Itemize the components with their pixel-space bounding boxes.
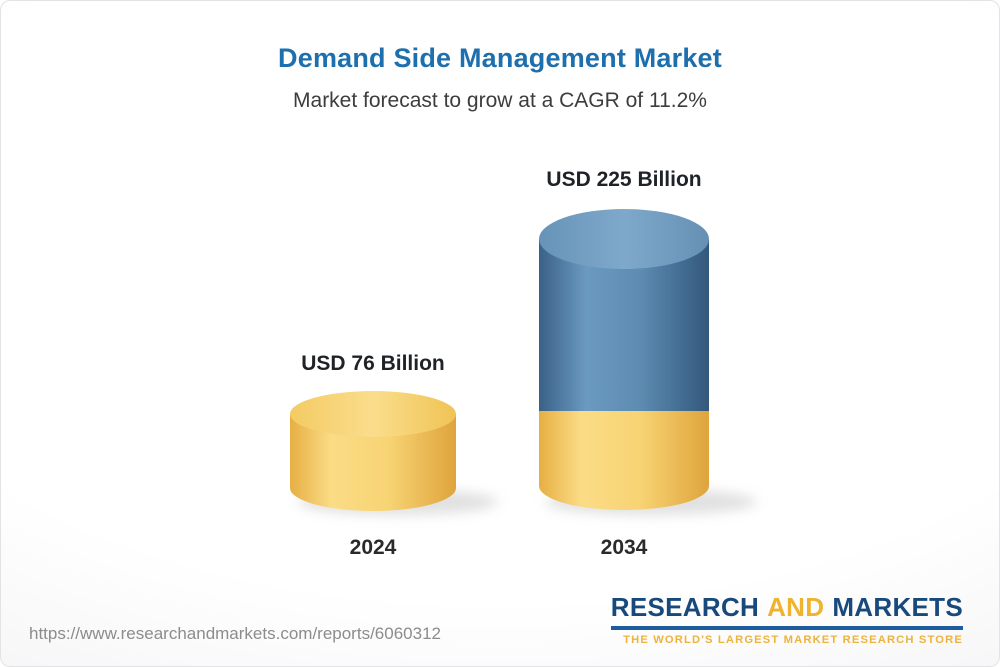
bar-2034-base-segment [539, 411, 709, 486]
logo-word-research: RESEARCH [610, 592, 760, 622]
value-label-2024: USD 76 Billion [301, 352, 445, 375]
bar-2034-top-cap [539, 209, 709, 269]
page-title: Demand Side Management Market [278, 43, 722, 73]
axis-label-2024: 2024 [349, 536, 397, 559]
bar-2024-top-cap [290, 391, 456, 437]
logo-underline-bar [610, 626, 963, 630]
logo-word-and: AND [767, 592, 825, 622]
logo-word-markets: MARKETS [832, 592, 963, 622]
axis-label-2034: 2034 [600, 536, 648, 559]
research-and-markets-logo: RESEARCH AND MARKETS THE WORLD'S LARGEST… [610, 592, 963, 646]
page-subtitle: Market forecast to grow at a CAGR of 11.… [293, 89, 707, 112]
source-url: https://www.researchandmarkets.com/repor… [29, 624, 441, 643]
bar-2034 [539, 209, 709, 510]
logo-wordmark: RESEARCH AND MARKETS [611, 592, 963, 623]
value-label-2034: USD 225 Billion [546, 168, 702, 191]
bar-2024 [290, 391, 456, 511]
logo-tagline: THE WORLD'S LARGEST MARKET RESEARCH STOR… [623, 634, 963, 646]
